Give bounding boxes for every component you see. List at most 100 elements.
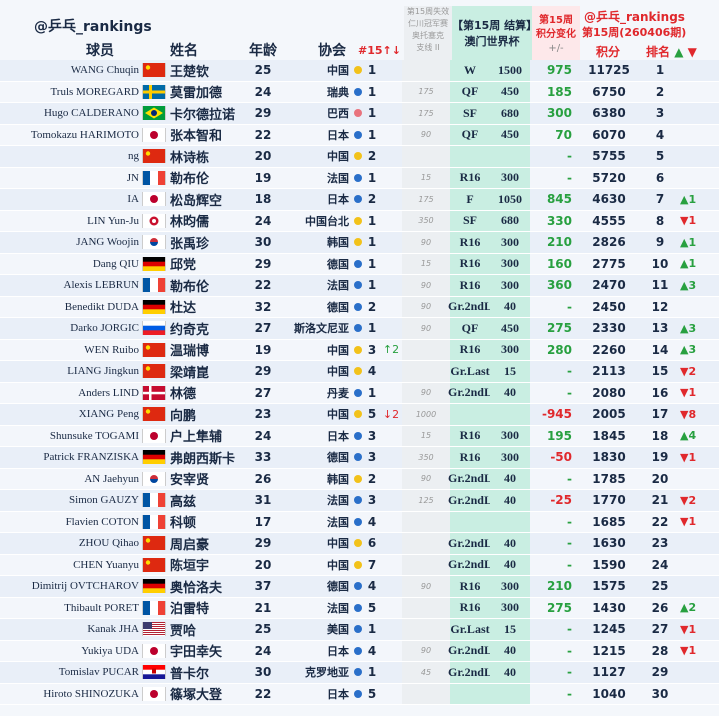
result-points: 40: [490, 468, 530, 489]
chinese-name: 勒布伦: [170, 279, 210, 295]
flag-cell: [142, 84, 166, 99]
expire-points: 90: [402, 296, 450, 317]
chinese-name: 张本智和: [170, 129, 223, 145]
assoc-dot: [354, 152, 362, 161]
expire-points: [402, 533, 450, 554]
rank-down: ▼2: [680, 364, 697, 378]
dot-cell: [352, 517, 364, 526]
rank: 23: [651, 536, 669, 551]
rank15: 5: [367, 686, 377, 701]
assoc-dot: [354, 195, 362, 204]
rank-up: ▲3: [680, 343, 697, 357]
rank-move-cell: ▲4: [680, 429, 719, 442]
table-row: Yukiya UDA 宇田幸矢 24 日本 4 90 Gr.2ndL 40 - 1215 28 ▼1: [0, 640, 719, 662]
rank: 6: [655, 170, 665, 185]
flag: [142, 278, 166, 293]
expire-line: 支线 II: [416, 43, 440, 52]
change-line: 积分变化: [536, 29, 576, 40]
points: 6380: [592, 106, 626, 121]
rank-down: ▼1: [680, 622, 697, 636]
rank-move-cell: ▼1: [680, 644, 719, 657]
chinese-name: 泊雷特: [170, 602, 210, 618]
flag-cell: [142, 192, 166, 207]
rank-move-cell: ▼8: [680, 408, 719, 421]
expire-points: [402, 60, 450, 81]
rank-up: ▲2: [680, 601, 697, 615]
expire-points: [402, 511, 450, 532]
col-player: 球员: [86, 43, 114, 59]
table-row: WANG Chuqin 王楚钦 25 中国 1 W 1500 975 11725 1: [0, 60, 719, 82]
rank: 9: [655, 235, 665, 250]
result-points: 450: [490, 81, 530, 102]
table-row: Shunsuke TOGAMI 户上隼辅 24 日本 3 15 R16 300 195 1845 1…: [0, 425, 719, 447]
assoc-dot: [354, 560, 362, 569]
chinese-name: 松岛辉空: [170, 193, 223, 209]
rank15: 7: [367, 557, 377, 572]
association: 丹麦: [327, 386, 349, 400]
flag: [142, 84, 166, 99]
col-result: 【第15周 结算】 澳门世界杯: [452, 6, 538, 60]
dot-cell: [352, 87, 364, 96]
rank15: 4: [367, 364, 377, 379]
rank15: 2: [367, 192, 377, 207]
points: 11725: [588, 63, 630, 78]
player: Flavien COTON: [65, 515, 139, 528]
table-row: Patrick FRANZISKA 弗朗西斯卡 33 德国 3 350 R16 300 -50 1…: [0, 447, 719, 469]
association: 韩国: [327, 472, 349, 486]
rank-down: ▼1: [680, 644, 697, 658]
rank-move-cell: ▼1: [680, 214, 719, 227]
result: R16: [450, 576, 490, 597]
chinese-name: 杜达: [170, 301, 197, 317]
result: R16: [450, 275, 490, 296]
chinese-name: 约奇克: [170, 322, 210, 338]
age: 23: [254, 407, 272, 422]
dot-cell: [352, 130, 364, 139]
chinese-name: 向鹏: [170, 408, 197, 424]
flag: [142, 321, 166, 336]
rank: 17: [651, 407, 669, 422]
flag: [142, 299, 166, 314]
assoc-dot: [354, 130, 362, 139]
chinese-name: 卡尔德拉诺: [170, 107, 236, 123]
change-line: +/-: [548, 43, 564, 54]
expire-points: 90: [402, 468, 450, 489]
rank: 27: [651, 622, 669, 637]
points-change: -: [567, 622, 572, 637]
player: Hugo CALDERANO: [43, 107, 139, 120]
age: 33: [254, 450, 272, 465]
flag-cell: [142, 321, 166, 336]
rank: 7: [655, 192, 665, 207]
dot-cell: [352, 453, 364, 462]
rank-move-cell: ▲1: [680, 257, 719, 270]
age: 30: [254, 235, 272, 250]
flag: [142, 127, 166, 142]
association: 中国: [327, 537, 349, 551]
assoc-dot: [354, 388, 362, 397]
expire-points: 45: [402, 662, 450, 683]
flag: [142, 471, 166, 486]
points-change: 275: [546, 321, 572, 336]
expire-points: 1000: [402, 404, 450, 425]
table-row: Tomislav PUCAR 普卡尔 30 克罗地亚 1 45 Gr.2ndL 40 - 1127…: [0, 662, 719, 684]
col-rank: 排名 ▲ ▼: [646, 43, 697, 60]
result-line: 【第15周 结算】: [452, 19, 538, 32]
points: 1590: [592, 557, 626, 572]
points: 1785: [592, 471, 626, 486]
rank-move-cell: ▼2: [680, 494, 719, 507]
table-row: Truls MOREGARD 莫雷加德 24 瑞典 1 175 QF 450 185 6750 2: [0, 81, 719, 103]
chinese-name: 林昀儒: [170, 215, 210, 231]
move-down: ↓2: [382, 407, 400, 421]
flag: [142, 579, 166, 594]
age: 37: [254, 579, 272, 594]
issue: 第15周(260406期): [582, 26, 687, 39]
table-row: CHEN Yuanyu 陈垣宇 20 中国 7 Gr.2ndL 40 - 1590 24: [0, 554, 719, 576]
points-change: -: [567, 643, 572, 658]
points: 5755: [592, 149, 626, 164]
association: 瑞典: [327, 85, 349, 99]
flag: [142, 686, 166, 701]
rank15: 1: [367, 235, 377, 250]
flag-cell: [142, 256, 166, 271]
points-change: -: [567, 557, 572, 572]
flag-cell: [142, 385, 166, 400]
result-points: [490, 511, 530, 532]
